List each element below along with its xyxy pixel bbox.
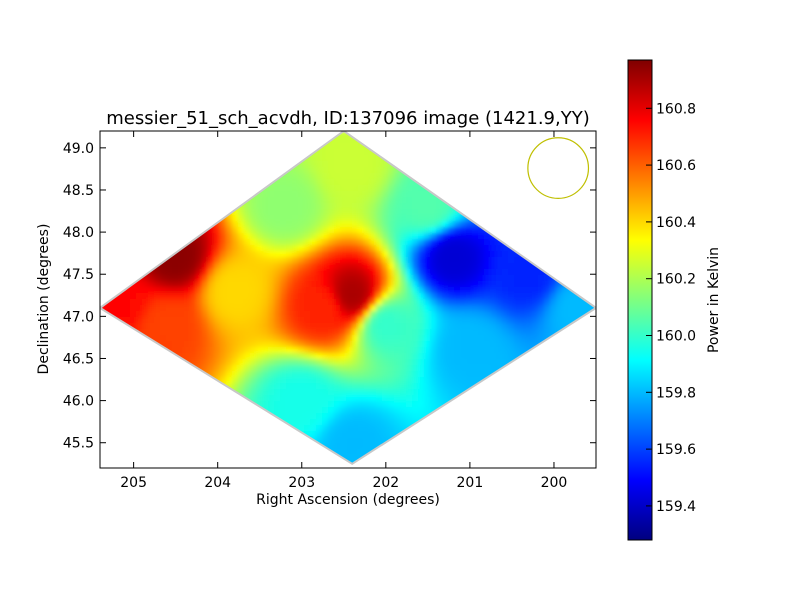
y-tick-label: 45.5 (63, 436, 94, 452)
colorbar-tick-label: 159.8 (656, 385, 696, 401)
x-tick-label: 203 (288, 475, 315, 491)
colorbar-tick-label: 160.8 (656, 101, 696, 117)
colorbar-frame (627, 59, 653, 541)
beam-circle (527, 137, 590, 199)
plot-frame (99, 130, 597, 469)
colorbar-tick-label: 160.0 (656, 329, 696, 345)
colorbar-gradient (628, 60, 652, 540)
footprint-outline (100, 131, 596, 465)
colorbar-tick-label: 159.6 (656, 442, 696, 458)
colorbar-tick-label: 160.6 (656, 158, 696, 174)
x-tick-label: 202 (372, 475, 399, 491)
colorbar-label: Power in Kelvin (706, 247, 722, 353)
x-axis: 205 204 203 202 201 200 (120, 131, 567, 491)
x-axis-label: Right Ascension (degrees) (256, 492, 440, 508)
chart-title: messier_51_sch_acvdh, ID:137096 image (1… (106, 108, 589, 129)
y-tick-label: 48.0 (63, 225, 94, 241)
y-tick-label: 46.0 (63, 394, 94, 410)
y-tick-label: 48.5 (63, 183, 94, 199)
y-axis-label: Declination (degrees) (36, 224, 52, 375)
y-tick-label: 47.5 (63, 267, 94, 283)
x-tick-label: 201 (457, 475, 484, 491)
x-tick-label: 205 (120, 475, 147, 491)
colorbar-tick-label: 160.2 (656, 272, 696, 288)
x-tick-label: 204 (204, 475, 231, 491)
y-tick-label: 49.0 (63, 141, 94, 157)
y-tick-label: 47.0 (63, 309, 94, 325)
colorbar-tick-label: 159.4 (656, 499, 696, 515)
colorbar-tick-label: 160.4 (656, 215, 696, 231)
y-tick-label: 46.5 (63, 351, 94, 367)
colorbar: 159.4 159.6 159.8 160.0 160.2 160.4 160.6 160.8 (627, 59, 696, 541)
plot-area: 205 204 203 202 201 200 45.546.046.547.047.54… (63, 130, 597, 491)
y-axis: 45.5 46.0 46.5 47.0 47.5 48.0 48.5 49.0 (63, 141, 596, 452)
x-tick-label: 200 (541, 475, 568, 491)
